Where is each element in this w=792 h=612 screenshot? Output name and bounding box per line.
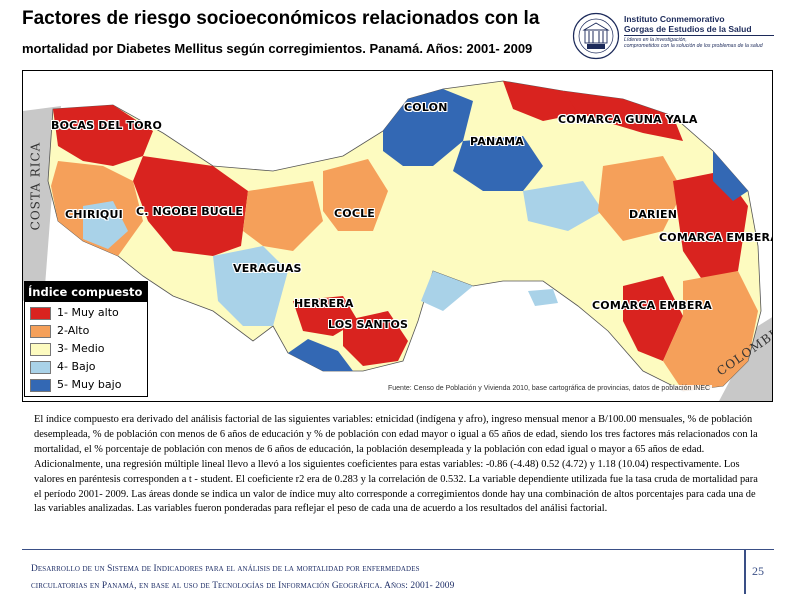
legend-item-muy-alto: 1- Muy alto bbox=[30, 306, 148, 321]
country-label-costa-rica: COSTA RICA bbox=[28, 141, 43, 231]
legend-swatch-bajo bbox=[30, 361, 51, 374]
region-pacific-bajo bbox=[421, 271, 473, 311]
region-panama-muy-bajo bbox=[453, 136, 543, 191]
slide-footer: Desarrollo de un Sistema de Indicadores … bbox=[22, 549, 774, 599]
legend-item-muy-bajo: 5- Muy bajo bbox=[30, 378, 148, 393]
logo-divider bbox=[624, 35, 774, 36]
region-colon-muy-bajo bbox=[383, 89, 473, 166]
region-embera2-muy-alto bbox=[623, 276, 683, 361]
gorgas-institute-seal-icon bbox=[572, 12, 620, 60]
label-colon: COLON bbox=[404, 101, 448, 114]
institute-name: Instituto Conmemorativo Gorgas de Estudi… bbox=[624, 14, 752, 34]
institute-logo: Instituto Conmemorativo Gorgas de Estudi… bbox=[572, 12, 782, 64]
map-legend: Índice compuesto 1- Muy alto 2-Alto 3- M… bbox=[24, 281, 148, 397]
legend-swatch-muy-alto bbox=[30, 307, 51, 320]
legend-title: Índice compuesto bbox=[25, 282, 147, 302]
slide-title-line1: Factores de riesgo socioeconómicos relac… bbox=[22, 8, 540, 29]
legend-item-alto: 2-Alto bbox=[30, 324, 148, 339]
region-veraguas-alto bbox=[243, 181, 323, 251]
label-comarca-guna-yala: COMARCA GUNA YALA bbox=[558, 113, 698, 126]
legend-label-bajo: 4- Bajo bbox=[57, 360, 96, 373]
legend-label-medio: 3- Medio bbox=[57, 342, 105, 355]
institute-tagline-line2: comprometidos con la solución de los pro… bbox=[624, 43, 763, 50]
label-panama: PANAMA bbox=[470, 135, 524, 148]
institute-tagline: Líderes en la investigación, comprometid… bbox=[624, 37, 763, 50]
label-herrera: HERRERA bbox=[294, 297, 354, 310]
label-comarca-embera-south: COMARCA EMBERA bbox=[592, 299, 712, 312]
legend-label-muy-alto: 1- Muy alto bbox=[57, 306, 119, 319]
region-azuero-muy-bajo bbox=[288, 339, 353, 371]
region-guna-yala-muy-alto bbox=[563, 91, 683, 141]
legend-item-medio: 3- Medio bbox=[30, 342, 148, 357]
region-herrera-muy-alto bbox=[293, 296, 358, 336]
region-embera-muy-alto bbox=[673, 171, 748, 281]
region-ngobe-muy-alto bbox=[133, 156, 248, 256]
region-veraguas-bajo bbox=[213, 246, 288, 326]
legend-item-bajo: 4- Bajo bbox=[30, 360, 148, 375]
label-los-santos: LOS SANTOS bbox=[328, 318, 409, 331]
region-panama-bajo bbox=[523, 181, 603, 231]
footer-line1: Desarrollo de un Sistema de Indicadores … bbox=[31, 564, 420, 574]
region-lossantos-muy-alto bbox=[343, 311, 408, 366]
slide-title-line2: mortalidad por Diabetes Mellitus según c… bbox=[22, 41, 533, 56]
label-veraguas: VERAGUAS bbox=[233, 262, 302, 275]
map-source-note: Fuente: Censo de Población y Vivienda 20… bbox=[386, 385, 713, 392]
legend-swatch-medio bbox=[30, 343, 51, 356]
label-chiriqui: CHIRIQUI bbox=[65, 208, 123, 221]
page-number: 25 bbox=[752, 564, 764, 578]
footer-divider bbox=[744, 550, 746, 594]
region-darien-south-alto bbox=[663, 271, 758, 391]
region-islands-bajo bbox=[528, 289, 558, 306]
label-bocas-del-toro: BOCAS DEL TORO bbox=[51, 119, 163, 132]
region-darien-alto bbox=[598, 156, 683, 241]
label-comarca-embera-north: COMARCA EMBERA bbox=[659, 231, 773, 244]
legend-label-alto: 2-Alto bbox=[57, 324, 90, 337]
map-canvas bbox=[23, 80, 772, 401]
region-bocas-muy-alto bbox=[53, 105, 153, 166]
institute-name-line1: Instituto Conmemorativo bbox=[624, 14, 725, 24]
legend-swatch-muy-bajo bbox=[30, 379, 51, 392]
label-darien: DARIEN bbox=[629, 208, 678, 221]
label-ngobe-bugle: C. NGOBE BUGLE bbox=[136, 205, 244, 218]
institute-tagline-line1: Líderes en la investigación, bbox=[624, 37, 687, 43]
body-paragraph: El índice compuesto era derivado del aná… bbox=[34, 414, 758, 515]
region-darien-muy-bajo bbox=[713, 151, 748, 201]
institute-name-line2: Gorgas de Estudios de la Salud bbox=[624, 24, 752, 34]
region-chiriqui-bajo bbox=[83, 201, 128, 249]
region-cocle-alto bbox=[323, 159, 388, 231]
label-cocle: COCLE bbox=[334, 207, 376, 220]
legend-swatch-alto bbox=[30, 325, 51, 338]
footer-line2: circulatorias en Panamá, en base al uso … bbox=[31, 581, 455, 591]
legend-label-muy-bajo: 5- Muy bajo bbox=[57, 378, 122, 391]
